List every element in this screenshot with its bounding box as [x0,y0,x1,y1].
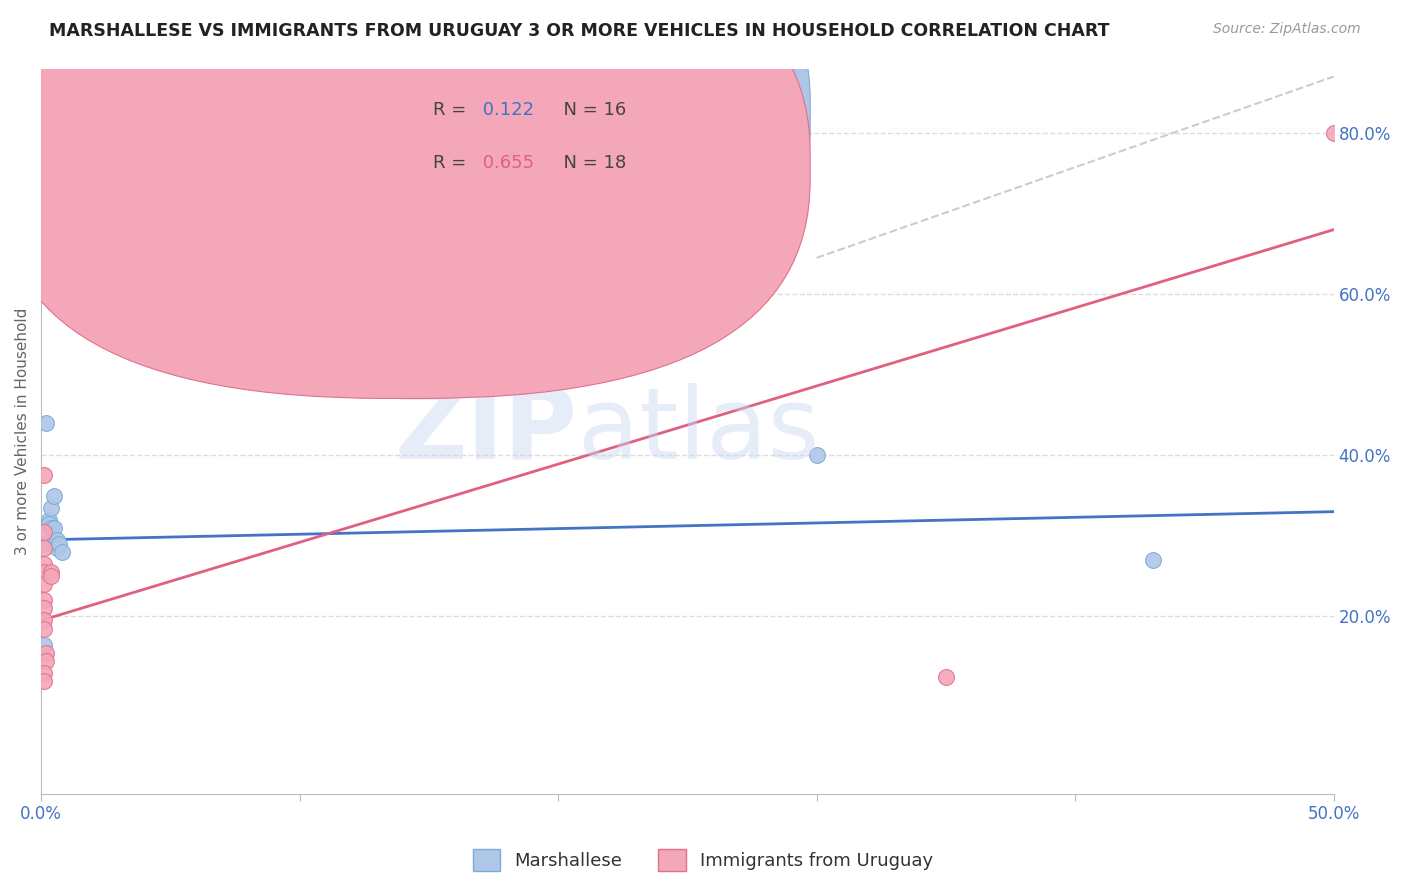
Point [1323,126,1346,140]
Point [806,448,828,462]
Point [41,521,63,535]
Text: N = 16: N = 16 [551,101,626,119]
Point [38,513,60,527]
Point [32,577,55,591]
Text: 0.122: 0.122 [477,101,534,119]
Point [32,537,55,551]
Point [41,500,63,515]
Point [32,638,55,652]
Point [35,416,58,430]
Point [45,533,67,547]
Text: 0.655: 0.655 [477,153,534,172]
Point [32,593,55,607]
Point [41,569,63,583]
Point [35,565,58,579]
Point [35,646,58,660]
Point [32,565,55,579]
Point [32,673,55,688]
Text: R =: R = [433,101,472,119]
Point [32,524,55,539]
Point [45,541,67,555]
Point [42,489,65,503]
Point [51,545,73,559]
FancyBboxPatch shape [0,0,810,346]
Point [32,557,55,571]
FancyBboxPatch shape [0,0,810,399]
Point [35,654,58,668]
Text: R =: R = [433,153,472,172]
Point [1142,553,1164,567]
Legend: Marshallese, Immigrants from Uruguay: Marshallese, Immigrants from Uruguay [465,842,941,879]
Point [32,665,55,680]
Text: Source: ZipAtlas.com: Source: ZipAtlas.com [1213,22,1361,37]
Point [32,601,55,615]
Point [41,565,63,579]
Point [32,622,55,636]
Point [38,516,60,531]
Text: ZIP: ZIP [395,383,578,480]
Point [32,468,55,483]
FancyBboxPatch shape [364,79,725,206]
Text: atlas: atlas [578,383,820,480]
Y-axis label: 3 or more Vehicles in Household: 3 or more Vehicles in Household [15,308,30,555]
Point [935,670,957,684]
Point [42,521,65,535]
Text: N = 18: N = 18 [551,153,626,172]
Point [32,614,55,628]
Point [48,537,70,551]
Point [32,541,55,555]
Text: MARSHALLESE VS IMMIGRANTS FROM URUGUAY 3 OR MORE VEHICLES IN HOUSEHOLD CORRELATI: MARSHALLESE VS IMMIGRANTS FROM URUGUAY 3… [49,22,1109,40]
